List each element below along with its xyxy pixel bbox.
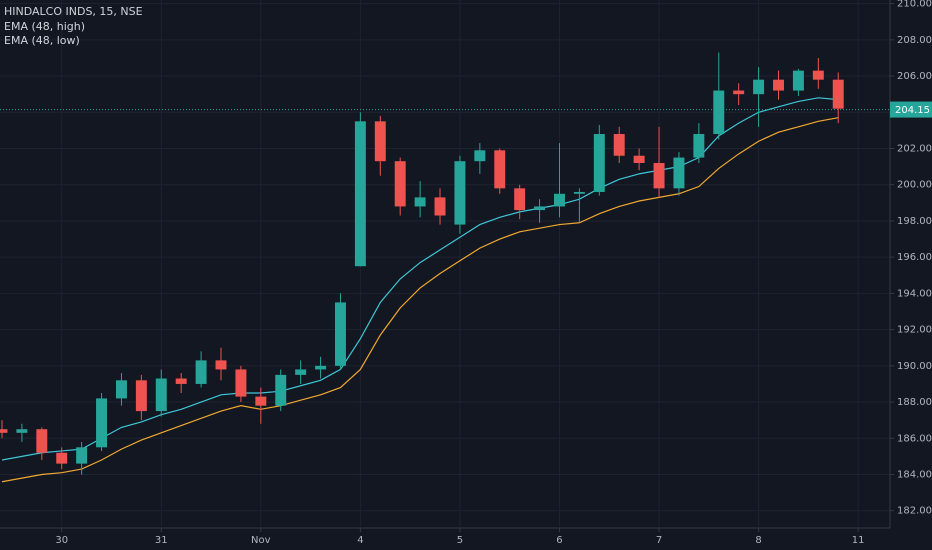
y-tick-label: 194.00 <box>897 288 932 299</box>
candle-body <box>573 191 585 194</box>
candle-body <box>792 70 804 91</box>
candle-body <box>494 150 506 189</box>
candle-body <box>733 90 745 95</box>
candle-body <box>255 396 267 406</box>
candle-body <box>315 365 327 370</box>
last-price-label: 204.15 <box>895 105 930 116</box>
candle-body <box>354 121 366 267</box>
candle-body <box>135 380 147 412</box>
candle-body <box>195 360 207 384</box>
candle-body <box>474 150 486 162</box>
candle-body <box>693 134 705 158</box>
y-tick-label: 182.00 <box>897 506 932 517</box>
candle-body <box>633 155 645 163</box>
y-tick-label: 208.00 <box>897 35 932 46</box>
candle-body <box>235 369 247 397</box>
candle-body <box>16 429 28 433</box>
x-tick-label: 4 <box>357 535 363 546</box>
candle-body <box>514 188 526 211</box>
candle-body <box>753 79 765 95</box>
candle-body <box>414 197 426 207</box>
y-tick-label: 198.00 <box>897 216 932 227</box>
ema-line <box>1 117 839 483</box>
candle-body <box>773 79 784 91</box>
candle-body <box>832 79 844 109</box>
last-price-tag <box>890 101 932 118</box>
candle-body <box>215 360 227 370</box>
candle-body <box>554 193 565 207</box>
candle-body <box>334 302 346 366</box>
y-tick-label: 206.00 <box>897 71 932 82</box>
candle-body <box>0 429 8 433</box>
candle-body <box>96 398 108 448</box>
candle-body <box>713 90 725 135</box>
candle-body <box>434 197 446 216</box>
candle-body <box>76 447 88 464</box>
candle-body <box>534 206 546 211</box>
candle-body <box>653 162 665 189</box>
y-tick-label: 186.00 <box>897 433 932 444</box>
y-tick-label: 184.00 <box>897 469 932 480</box>
candle-body <box>673 157 685 189</box>
candle-body <box>175 378 187 384</box>
x-tick-label: 31 <box>155 535 168 546</box>
candle-body <box>613 134 625 156</box>
chart-title: HINDALCO INDS, 15, NSE <box>4 5 143 18</box>
legend-entry: EMA (48, low) <box>4 34 80 47</box>
x-tick-label: 30 <box>55 535 68 546</box>
x-tick-label: 5 <box>457 535 463 546</box>
y-tick-label: 192.00 <box>897 325 932 336</box>
y-tick-label: 200.00 <box>897 180 932 191</box>
candle-body <box>374 121 386 162</box>
y-tick-label: 202.00 <box>897 144 932 155</box>
x-tick-label: 11 <box>852 535 865 546</box>
candle-body <box>394 161 406 207</box>
candle-body <box>812 70 824 80</box>
y-tick-label: 210.00 <box>897 0 932 10</box>
candle-body <box>115 380 127 399</box>
x-tick-label: 7 <box>656 535 662 546</box>
candle-body <box>36 429 48 453</box>
y-tick-label: 190.00 <box>897 361 932 372</box>
y-tick-label: 188.00 <box>897 397 932 408</box>
x-tick-label: 8 <box>755 535 761 546</box>
candle-body <box>454 161 466 225</box>
candle-body <box>155 378 167 412</box>
legend-entry: EMA (48, high) <box>4 20 85 33</box>
candle-body <box>275 374 287 406</box>
candle-body <box>56 452 68 464</box>
candle-body <box>295 369 307 375</box>
y-tick-label: 196.00 <box>897 252 932 263</box>
x-tick-label: Nov <box>251 535 271 546</box>
x-tick-label: 6 <box>556 535 562 546</box>
candle-body <box>593 134 605 192</box>
